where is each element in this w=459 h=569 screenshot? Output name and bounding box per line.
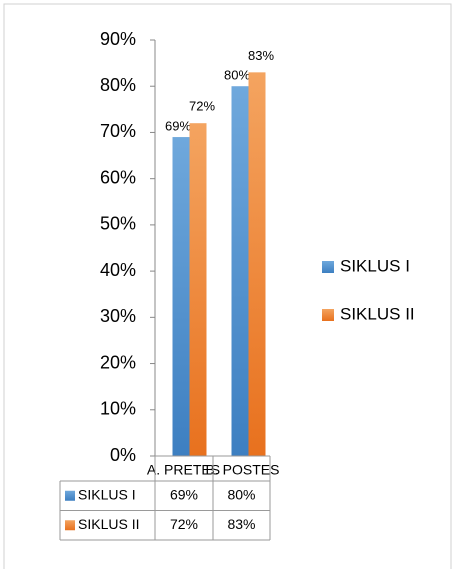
y-tick-label: 70% xyxy=(100,121,136,141)
y-tick-label: 60% xyxy=(100,167,136,187)
y-tick-label: 40% xyxy=(100,260,136,280)
y-tick-label: 10% xyxy=(100,399,136,419)
x-tick-label: B. POSTES xyxy=(206,462,280,478)
bar xyxy=(248,72,266,456)
x-tick-label: A. PRETES xyxy=(147,462,220,478)
table-cell: 80% xyxy=(227,486,255,502)
legend-label: SIKLUS II xyxy=(340,304,415,323)
table-swatch xyxy=(65,490,75,501)
y-tick-label: 50% xyxy=(100,214,136,234)
legend-swatch xyxy=(322,309,334,321)
table-row-label: SIKLUS II xyxy=(78,516,139,532)
frame xyxy=(3,3,452,569)
y-tick-label: 90% xyxy=(100,29,136,49)
data-label: 83% xyxy=(248,48,274,63)
data-label: 72% xyxy=(189,99,215,114)
legend-swatch xyxy=(322,261,334,273)
table-cell: 69% xyxy=(170,486,198,502)
bar xyxy=(231,86,249,456)
table-cell: 83% xyxy=(227,516,255,532)
table-swatch xyxy=(65,520,75,531)
data-label: 69% xyxy=(165,119,191,134)
y-tick-label: 80% xyxy=(100,75,136,95)
y-tick-label: 30% xyxy=(100,306,136,326)
data-label: 80% xyxy=(224,68,250,83)
y-tick-label: 0% xyxy=(110,445,136,465)
bar xyxy=(172,137,190,457)
bar xyxy=(189,123,207,456)
table-row-label: SIKLUS I xyxy=(78,486,136,502)
table-cell: 72% xyxy=(170,516,198,532)
y-tick-label: 20% xyxy=(100,352,136,372)
legend-label: SIKLUS I xyxy=(340,256,410,275)
